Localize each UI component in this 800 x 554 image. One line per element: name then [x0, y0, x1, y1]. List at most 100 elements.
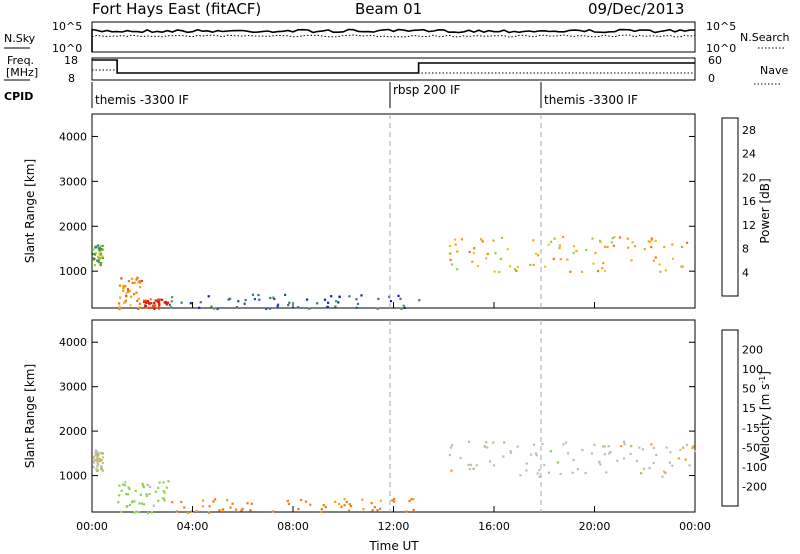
echo-mark: [648, 467, 651, 470]
echo-mark: [265, 307, 268, 310]
echo-mark: [146, 511, 149, 515]
echo-mark: [99, 250, 102, 253]
echo-mark: [650, 443, 653, 446]
power-colorbar: 4 8 12 16 20 24 28: [721, 117, 756, 297]
echo-mark: [379, 499, 382, 502]
echo-mark: [96, 244, 99, 247]
echo-mark: [186, 511, 189, 515]
echo-mark: [663, 246, 666, 249]
echo-mark: [235, 306, 238, 309]
time-axis-label: Time UT: [368, 539, 419, 553]
echo-mark: [158, 481, 161, 484]
echo-mark: [190, 510, 193, 513]
echo-mark: [610, 241, 613, 244]
echo-mark: [334, 305, 337, 308]
echo-mark: [324, 505, 327, 509]
colorbar-tick-label: -15: [742, 422, 760, 435]
x-tick-label: 12:00: [378, 520, 410, 533]
echo-mark: [594, 251, 597, 255]
freq-panel: Freq. [MHz] 18 8 60 0 Nave: [4, 54, 788, 85]
echo-mark: [519, 474, 522, 477]
echo-mark: [167, 480, 170, 483]
echo-mark: [529, 263, 532, 267]
x-tick-label: 20:00: [579, 520, 611, 533]
echo-mark: [659, 270, 662, 273]
echo-mark: [101, 452, 104, 455]
echo-mark: [661, 475, 664, 478]
echo-mark: [130, 295, 133, 298]
echo-mark: [122, 287, 125, 290]
echo-mark: [642, 467, 645, 470]
colorbar-tick-label: 12: [742, 219, 756, 232]
echo-mark: [662, 470, 666, 473]
echo-mark: [345, 500, 348, 504]
echo-mark: [94, 252, 97, 255]
echo-mark: [156, 298, 160, 301]
echo-mark: [481, 240, 484, 243]
echo-mark: [199, 301, 202, 304]
nsky-tick-top: 10^5: [52, 20, 82, 33]
echo-mark: [284, 293, 287, 296]
echo-mark: [515, 269, 518, 272]
echo-mark: [131, 501, 134, 504]
echo-mark: [543, 463, 546, 467]
echo-mark: [308, 307, 311, 310]
echo-mark: [97, 256, 100, 259]
echo-mark: [208, 505, 211, 508]
echo-mark: [599, 239, 602, 242]
x-tick-label: 00:00: [679, 520, 711, 533]
echo-mark: [158, 303, 161, 306]
echo-mark: [135, 291, 138, 294]
echo-mark: [334, 500, 337, 503]
colorbar-tick-label: 50: [742, 383, 756, 396]
echo-mark: [121, 284, 125, 287]
echo-mark: [686, 241, 689, 244]
echo-mark: [493, 270, 496, 273]
echo-mark: [101, 469, 104, 472]
echo-mark: [244, 299, 247, 302]
echo-mark: [207, 295, 210, 298]
echo-mark: [635, 459, 638, 463]
echo-mark: [684, 458, 687, 461]
echo-mark: [572, 458, 575, 462]
echo-mark: [117, 501, 120, 504]
echo-mark: [240, 509, 243, 512]
echo-mark: [271, 510, 274, 513]
echo-mark: [101, 456, 104, 459]
echo-mark: [669, 451, 672, 454]
echo-mark: [650, 246, 653, 249]
frequency-trace: [92, 59, 695, 74]
echo-mark: [124, 301, 127, 304]
colorbar-tick-label: 200: [742, 344, 763, 357]
echo-mark: [147, 306, 150, 309]
echo-mark: [456, 250, 459, 253]
echo-mark: [148, 485, 152, 488]
y-tick-label: 2000: [59, 425, 87, 438]
echo-mark: [623, 457, 626, 460]
echo-mark: [101, 461, 104, 465]
echo-mark: [161, 298, 164, 301]
echo-mark: [603, 445, 606, 448]
echo-mark: [559, 472, 562, 476]
echo-mark: [355, 306, 358, 309]
echo-mark: [300, 498, 303, 501]
echo-mark: [532, 443, 536, 446]
echo-mark: [340, 505, 343, 508]
velocity-ylabel: Slant Range [km]: [23, 364, 37, 468]
echo-mark: [681, 265, 685, 268]
echo-mark: [685, 443, 688, 447]
echo-mark: [227, 298, 230, 301]
echo-mark: [139, 306, 142, 309]
echo-mark: [139, 286, 142, 289]
echo-mark: [171, 501, 174, 504]
echo-mark: [250, 502, 253, 505]
echo-mark: [530, 453, 533, 456]
echo-mark: [127, 486, 130, 489]
echo-mark: [668, 461, 671, 464]
echo-mark: [356, 302, 360, 305]
echo-mark: [97, 247, 100, 250]
echo-mark: [319, 510, 322, 513]
echo-mark: [468, 467, 471, 471]
echo-mark: [92, 460, 95, 463]
echo-mark: [152, 504, 155, 507]
